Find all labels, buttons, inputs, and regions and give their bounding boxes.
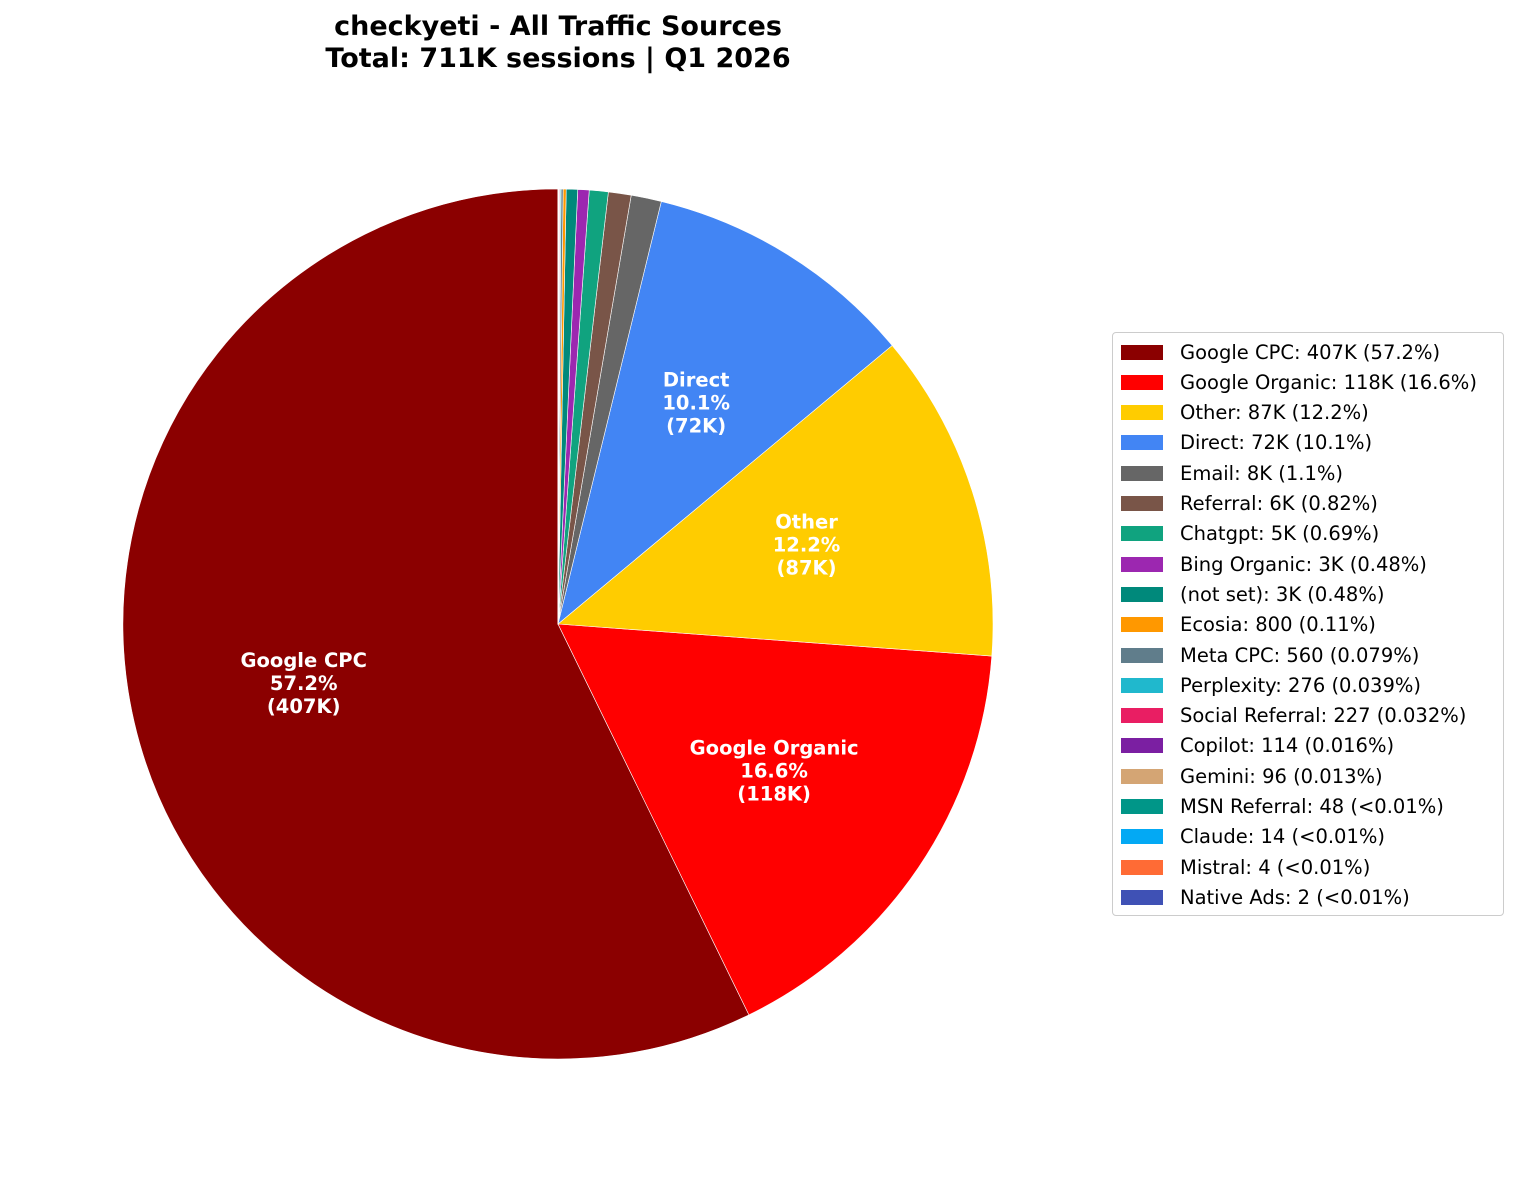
legend-label: Perplexity: 276 (0.039%) <box>1180 673 1422 697</box>
legend-swatch <box>1121 435 1163 451</box>
legend-swatch <box>1121 647 1163 663</box>
legend-swatch <box>1121 677 1163 693</box>
legend-label: Claude: 14 (<0.01%) <box>1180 825 1385 849</box>
legend-label: Meta CPC: 560 (0.079%) <box>1180 643 1420 667</box>
legend-item: (not set): 3K (0.48%) <box>1121 579 1384 609</box>
legend-label: Referral: 6K (0.82%) <box>1180 492 1378 515</box>
legend-label: Ecosia: 800 (0.11%) <box>1180 613 1376 637</box>
legend-item: Google Organic: 118K (16.6%) <box>1121 367 1477 397</box>
legend-label: Mistral: 4 (<0.01%) <box>1180 855 1371 879</box>
legend-item: Gemini: 96 (0.013%) <box>1121 761 1383 791</box>
legend-item: Bing Organic: 3K (0.48%) <box>1121 549 1427 579</box>
legend-label: (not set): 3K (0.48%) <box>1180 582 1385 606</box>
legend-label: Native Ads: 2 (<0.01%) <box>1180 885 1410 909</box>
legend-item: Copilot: 114 (0.016%) <box>1121 731 1394 761</box>
legend-swatch <box>1121 768 1163 784</box>
pie-slice-google-cpc <box>122 188 750 1060</box>
legend-swatch <box>1121 617 1163 633</box>
legend-item: Other: 87K (12.2%) <box>1121 398 1369 428</box>
legend-label: Social Referral: 227 (0.032%) <box>1180 704 1467 728</box>
legend-label: Other: 87K (12.2%) <box>1180 401 1369 425</box>
pie-slice-direct <box>557 201 893 625</box>
legend-item: MSN Referral: 48 (<0.01%) <box>1121 792 1444 822</box>
legend-swatch <box>1121 799 1163 814</box>
legend-item: Claude: 14 (<0.01%) <box>1121 822 1385 852</box>
legend-label: Copilot: 114 (0.016%) <box>1180 734 1395 758</box>
legend-label: MSN Referral: 48 (<0.01%) <box>1180 795 1444 818</box>
legend-item: Chatgpt: 5K (0.69%) <box>1121 519 1379 549</box>
legend-swatch <box>1121 829 1163 845</box>
legend-swatch <box>1121 708 1163 724</box>
legend-item: Direct: 72K (10.1%) <box>1121 428 1372 458</box>
chart-title: checkyeti - All Traffic Sources Total: 7… <box>158 11 958 75</box>
legend-swatch <box>1121 738 1163 754</box>
slice-label: Other 12.2% (87K) <box>773 510 841 579</box>
legend-item: Google CPC: 407K (57.2%) <box>1121 337 1440 367</box>
pie-slice-google-organic <box>557 623 993 1016</box>
legend-label: Google CPC: 407K (57.2%) <box>1180 340 1441 364</box>
legend-label: Gemini: 96 (0.013%) <box>1180 764 1383 788</box>
legend-item: Email: 8K (1.1%) <box>1121 458 1343 488</box>
legend-swatch <box>1121 344 1163 360</box>
legend-swatch <box>1121 465 1163 481</box>
chart-title-line1: checkyeti - All Traffic Sources <box>334 11 782 42</box>
legend-item: Native Ads: 2 (<0.01%) <box>1121 882 1410 912</box>
legend-swatch <box>1121 859 1163 875</box>
legend-swatch <box>1121 889 1163 905</box>
legend-item: Ecosia: 800 (0.11%) <box>1121 610 1376 640</box>
chart-legend: Google CPC: 407K (57.2%) Google Organic: … <box>1112 332 1504 916</box>
legend-item: Referral: 6K (0.82%) <box>1121 489 1378 519</box>
legend-label: Chatgpt: 5K (0.69%) <box>1180 522 1380 546</box>
legend-label: Direct: 72K (10.1%) <box>1180 431 1373 455</box>
legend-label: Google Organic: 118K (16.6%) <box>1180 370 1477 394</box>
legend-swatch <box>1121 586 1163 602</box>
legend-swatch <box>1121 405 1163 421</box>
legend-label: Bing Organic: 3K (0.48%) <box>1180 552 1427 576</box>
legend-item: Social Referral: 227 (0.032%) <box>1121 701 1466 731</box>
slice-label: Google CPC 57.2% (407K) <box>241 649 367 718</box>
legend-swatch <box>1121 374 1163 390</box>
legend-item: Mistral: 4 (<0.01%) <box>1121 852 1370 882</box>
legend-label: Email: 8K (1.1%) <box>1180 461 1344 485</box>
slice-label: Google Organic 16.6% (118K) <box>690 736 859 805</box>
legend-swatch <box>1121 496 1163 511</box>
legend-swatch <box>1121 556 1163 572</box>
chart-title-line2: Total: 711K sessions | Q1 2026 <box>325 43 791 74</box>
legend-item: Perplexity: 276 (0.039%) <box>1121 670 1421 700</box>
legend-swatch <box>1121 526 1163 542</box>
legend-item: Meta CPC: 560 (0.079%) <box>1121 640 1419 670</box>
slice-label: Direct 10.1% (72K) <box>662 369 730 438</box>
pie-slice-other <box>557 345 994 657</box>
